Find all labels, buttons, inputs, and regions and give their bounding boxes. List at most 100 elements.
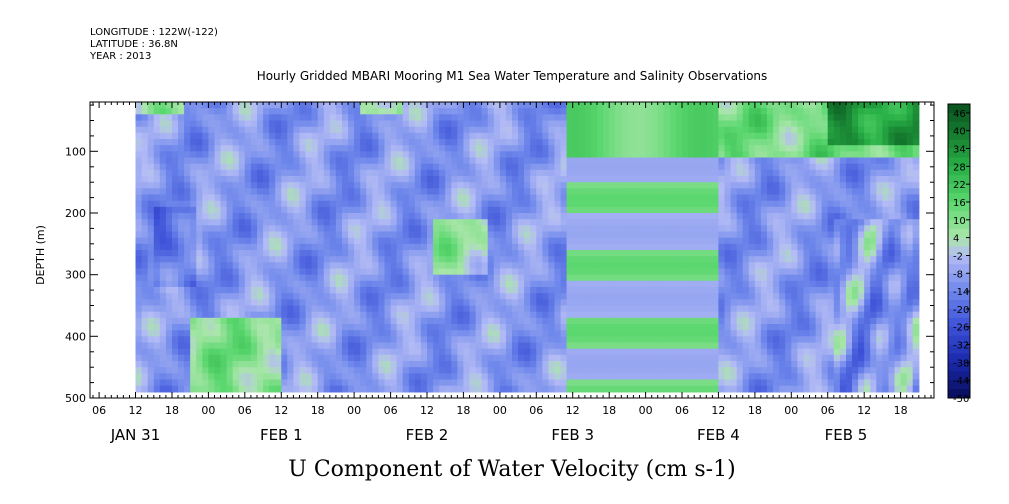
heatmap-cell: [360, 114, 367, 122]
heatmap-cell: [135, 237, 143, 245]
heatmap-cell: [445, 324, 452, 331]
heatmap-cell: [451, 182, 458, 189]
heatmap-cell: [688, 132, 695, 140]
heatmap-cell: [433, 231, 440, 239]
heatmap-cell: [390, 126, 398, 134]
heatmap-cell: [420, 299, 428, 307]
heatmap-cell: [335, 262, 343, 270]
heatmap-cell: [378, 317, 386, 325]
heatmap-cell: [712, 274, 720, 282]
heatmap-cell: [287, 194, 294, 202]
heatmap-cell: [153, 256, 161, 263]
heatmap-cell: [329, 114, 337, 122]
heatmap-cell: [408, 151, 416, 159]
heatmap-cell: [633, 305, 641, 313]
heatmap-cell: [317, 102, 325, 109]
heatmap-cell: [396, 206, 404, 214]
heatmap-cell: [682, 348, 689, 356]
heatmap-cell: [293, 299, 301, 307]
heatmap-cell: [584, 311, 592, 319]
heatmap-cell: [675, 348, 683, 356]
heatmap-cell: [760, 305, 768, 313]
heatmap-cell: [147, 305, 155, 313]
heatmap-cell: [305, 157, 313, 165]
heatmap-cell: [754, 200, 762, 208]
heatmap-cell: [706, 132, 713, 140]
heatmap-cell: [603, 280, 610, 288]
heatmap-cell: [147, 169, 155, 177]
heatmap-cell: [487, 182, 495, 189]
heatmap-cell: [366, 250, 373, 257]
heatmap-cell: [153, 330, 161, 337]
heatmap-cell: [609, 151, 616, 159]
heatmap-cell: [657, 305, 665, 313]
heatmap-cell: [317, 274, 325, 282]
heatmap-cell: [724, 317, 732, 325]
heatmap-cell: [548, 206, 556, 214]
heatmap-cell: [269, 231, 276, 239]
heatmap-cell: [597, 262, 604, 270]
heatmap-cell: [694, 256, 701, 263]
heatmap-cell: [202, 367, 209, 374]
heatmap-cell: [287, 169, 294, 177]
heatmap-cell: [742, 243, 750, 251]
heatmap-cell: [754, 336, 762, 344]
heatmap-cell: [736, 139, 744, 146]
heatmap-cell: [269, 324, 276, 331]
heatmap-cell: [275, 342, 282, 350]
heatmap-cell: [700, 188, 707, 196]
heatmap-cell: [518, 354, 525, 362]
heatmap-cell: [584, 225, 592, 233]
heatmap-cell: [305, 336, 313, 344]
heatmap-cell: [323, 132, 331, 140]
heatmap-cell: [615, 126, 622, 134]
heatmap-cell: [481, 268, 489, 276]
heatmap-cell: [706, 176, 713, 183]
heatmap-cell: [244, 225, 252, 233]
heatmap-cell: [645, 311, 653, 319]
heatmap-cell: [269, 151, 276, 159]
heatmap-cell: [366, 145, 373, 152]
heatmap-cell: [663, 330, 671, 337]
heatmap-cell: [779, 114, 786, 122]
heatmap-cell: [293, 182, 301, 189]
heatmap-cell: [317, 151, 325, 159]
heatmap-cell: [572, 163, 580, 171]
heatmap-cell: [220, 132, 228, 140]
heatmap-cell: [172, 348, 179, 356]
heatmap-cell: [287, 361, 294, 368]
heatmap-cell: [536, 200, 543, 208]
heatmap-cell: [238, 385, 246, 393]
heatmap-cell: [323, 274, 331, 282]
heatmap-cell: [760, 139, 768, 146]
heatmap-cell: [196, 108, 203, 115]
heatmap-cell: [190, 379, 197, 387]
heatmap-cell: [505, 330, 513, 337]
heatmap-cell: [536, 268, 543, 276]
heatmap-cell: [597, 311, 604, 319]
heatmap-cell: [463, 287, 471, 294]
heatmap-cell: [469, 373, 477, 381]
heatmap-cell: [402, 169, 410, 177]
heatmap-cell: [469, 206, 477, 214]
heatmap-cell: [566, 213, 574, 220]
heatmap-cell: [773, 299, 780, 307]
heatmap-cell: [390, 114, 398, 122]
heatmap-cell: [178, 336, 185, 344]
heatmap-cell: [214, 299, 222, 307]
heatmap-cell: [603, 317, 610, 325]
heatmap-cell: [742, 114, 750, 122]
heatmap-cell: [572, 317, 580, 325]
heatmap-cell: [621, 157, 628, 165]
heatmap-cell: [342, 139, 349, 146]
heatmap-cell: [730, 348, 738, 356]
heatmap-cell: [323, 287, 331, 294]
heatmap-cell: [420, 256, 428, 263]
heatmap-cell: [439, 145, 446, 152]
heatmap-cell: [366, 132, 373, 140]
heatmap-cell: [226, 280, 234, 288]
heatmap-cell: [190, 225, 197, 233]
heatmap-cell: [645, 114, 653, 122]
heatmap-cell: [408, 188, 416, 196]
heatmap-cell: [184, 262, 191, 270]
